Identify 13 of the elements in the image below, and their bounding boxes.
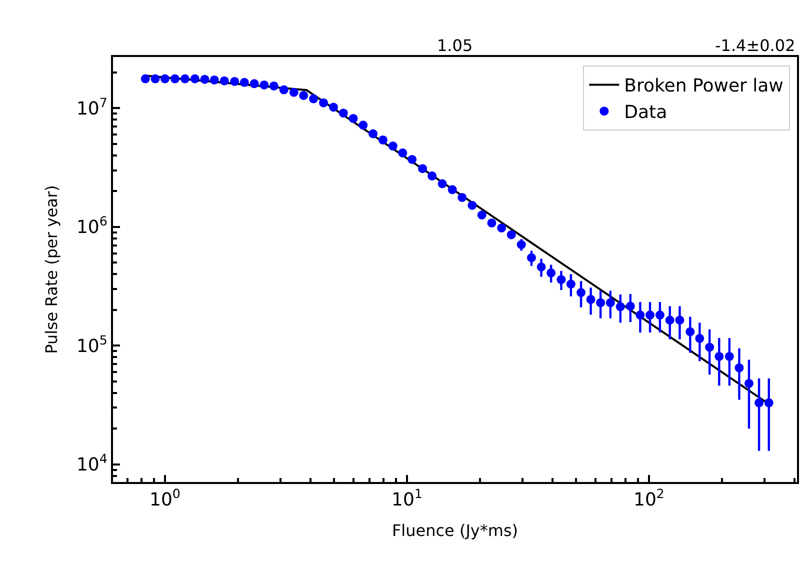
text: 1.05 [437, 36, 473, 55]
x-tick-label: 10$^{0}$ [149, 486, 180, 511]
legend-label: Broken Power law [624, 76, 784, 97]
x-tick-label: 10$^{1}$ [392, 486, 422, 511]
y-tick-label: 10$^{7}$ [76, 94, 108, 120]
y-tick-label: 10$^{6}$ [76, 214, 108, 238]
legend-label: Data [624, 102, 668, 124]
y-axis-title: Pulse Rate (per year) [42, 185, 61, 354]
x-tick-label: 10$^{2}$ [634, 486, 664, 511]
x-axis-title: Fluence (Jy*ms) [392, 520, 518, 540]
y-tick-label: 10$^{4}$ [76, 451, 108, 476]
text: -1.4±0.02 [715, 36, 796, 55]
y-tick-label: 10$^{5}$ [76, 332, 108, 357]
